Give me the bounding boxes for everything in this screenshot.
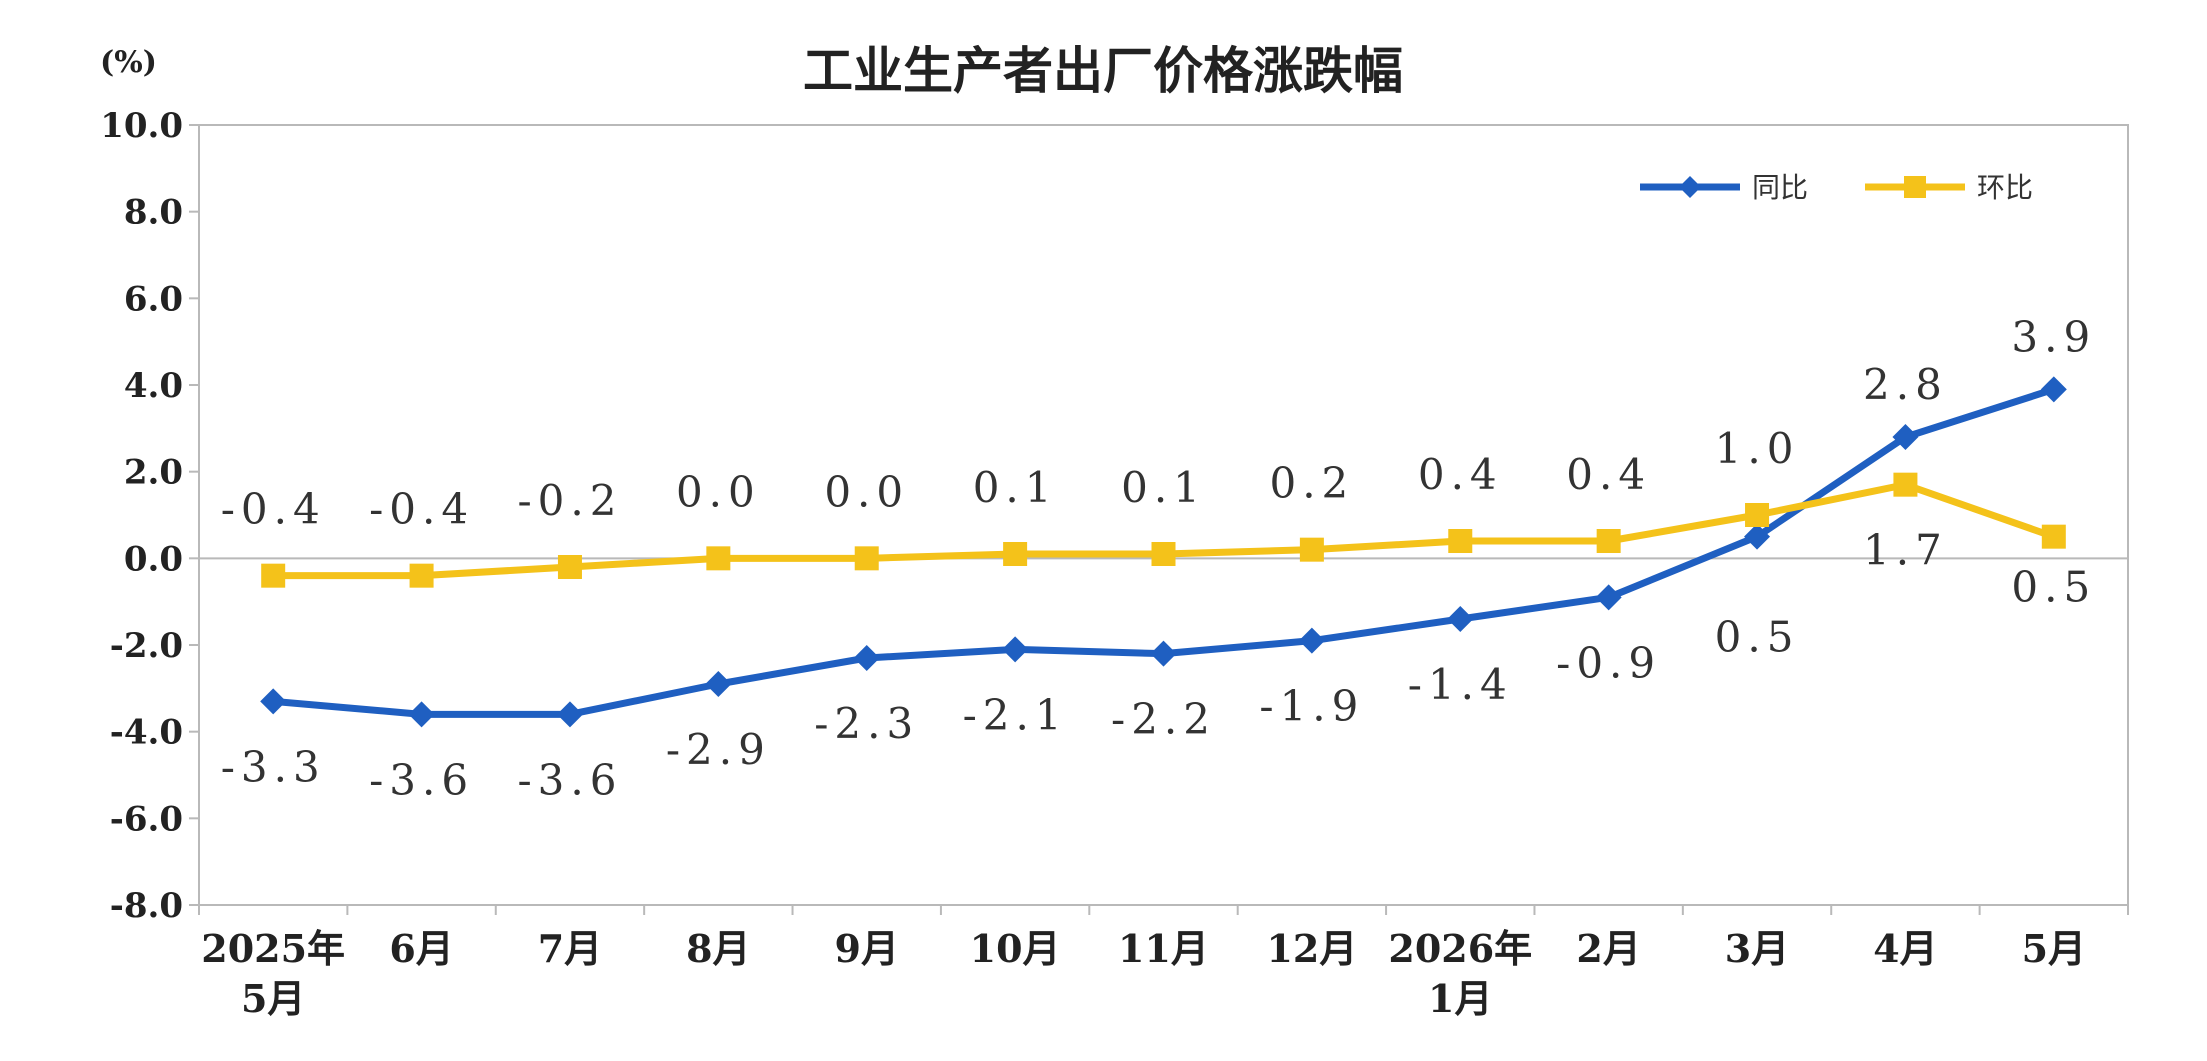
y-tick-label: 2.0 (124, 453, 183, 493)
chart-title: 工业生产者出厂价格涨跌幅 (803, 42, 1403, 100)
x-tick-label: 10月 (970, 926, 1061, 971)
yoy-data-label: -3.3 (221, 742, 326, 791)
yoy-data-label: -1.9 (1259, 682, 1364, 731)
mom-data-label: 0.5 (2011, 563, 2096, 612)
yoy-data-label: -1.4 (1408, 660, 1513, 709)
legend: 同比 环比 (1640, 171, 2033, 204)
yoy-data-label: -3.6 (517, 755, 622, 804)
yoy-data-label: -3.6 (369, 755, 474, 804)
mom-point (1893, 472, 1918, 497)
yoy-data-label: 0.5 (1715, 613, 1800, 662)
legend-square-icon (1904, 176, 1926, 198)
y-axis-unit-label: (%) (100, 45, 157, 80)
mom-point (1299, 537, 1324, 562)
y-tick-label: 0.0 (124, 539, 183, 579)
yoy-data-label: 3.9 (2011, 312, 2096, 361)
yoy-point (1744, 523, 1771, 550)
mom-point (2041, 524, 2066, 549)
y-tick-label: -8.0 (110, 886, 183, 926)
mom-data-label: 0.0 (676, 467, 761, 516)
yoy-point (1595, 584, 1622, 611)
yoy-point (408, 701, 435, 728)
x-tick-label: 7月 (538, 926, 602, 971)
yoy-point (1002, 636, 1029, 663)
mom-point (1003, 542, 1028, 566)
legend-diamond-icon (1679, 176, 1701, 198)
mom-point (1596, 529, 1621, 553)
mom-point (261, 563, 286, 588)
x-tick-label: 2025年 (201, 926, 345, 971)
y-tick-label: 6.0 (124, 279, 183, 319)
yoy-data-label: -2.1 (963, 690, 1068, 739)
x-tick-label: 8月 (686, 926, 750, 971)
x-tick-label: 2026年 (1388, 926, 1532, 971)
legend-label-yoy: 同比 (1752, 171, 1808, 204)
mom-point (1151, 542, 1176, 566)
yoy-point (705, 671, 732, 697)
mom-point (409, 563, 434, 588)
x-tick-label: 6月 (389, 926, 453, 971)
y-axis-ticks: 10.0 8.0 6.0 4.0 2.0 0.0 -2.0 -4.0 -6.0 -8.0 (100, 106, 199, 926)
y-tick-label: -4.0 (110, 713, 183, 753)
yoy-point (556, 701, 583, 728)
mom-data-label: 1.7 (1863, 526, 1948, 575)
mom-data-label: 0.1 (973, 463, 1058, 512)
yoy-point (1447, 606, 1474, 632)
mom-data-label: 1.0 (1715, 424, 1800, 473)
yoy-data-label: -0.9 (1556, 638, 1661, 687)
x-tick-label: 2月 (1576, 926, 1640, 971)
y-tick-label: -6.0 (110, 799, 183, 839)
mom-data-label: -0.4 (221, 485, 326, 534)
x-tick-label: 5月 (2022, 926, 2086, 971)
legend-label-mom: 环比 (1977, 171, 2033, 204)
x-tick-label: 12月 (1266, 926, 1357, 971)
yoy-data-label: -2.3 (814, 699, 919, 748)
mom-point (1448, 529, 1473, 553)
mom-data-label: 0.1 (1121, 463, 1206, 512)
yoy-data-label: -2.2 (1111, 695, 1216, 744)
mom-point (854, 546, 879, 571)
mom-data-label: -0.4 (369, 485, 474, 534)
mom-data-label: 0.2 (1269, 459, 1354, 508)
x-tick-label: 1月 (1428, 976, 1492, 1021)
yoy-point (1150, 640, 1177, 667)
yoy-data-label: 2.8 (1863, 360, 1948, 409)
y-tick-label: 10.0 (100, 106, 183, 146)
x-tick-label: 5月 (241, 976, 305, 1021)
y-tick-label: 8.0 (124, 193, 183, 233)
mom-point (557, 555, 582, 579)
yoy-point (2040, 376, 2067, 403)
x-axis-ticks: 2025年 5月 6月 7月 8月 9月 10月 11月 12月 2026年 1月 2月 3月 4月 5月 (198, 905, 2129, 1021)
x-tick-label: 11月 (1118, 926, 1209, 971)
x-tick-label: 3月 (1725, 926, 1789, 971)
y-tick-label: 4.0 (124, 366, 183, 406)
mom-point (706, 546, 731, 571)
x-tick-label: 9月 (835, 926, 899, 971)
yoy-data-label: -2.9 (666, 725, 771, 774)
yoy-point (1298, 627, 1325, 654)
x-tick-label: 4月 (1873, 926, 1937, 971)
yoy-point (260, 688, 287, 715)
series-layer (260, 376, 2067, 728)
data-labels: -3.3 -3.6 -3.6 -2.9 -2.3 -2.1 -2.2 -1.9 -1.4 -0.9… (221, 312, 2096, 804)
mom-point (1745, 503, 1770, 527)
mom-data-label: 0.4 (1418, 450, 1503, 499)
mom-data-label: 0.0 (824, 467, 909, 516)
plot-area (198, 124, 2129, 906)
mom-data-label: 0.4 (1566, 450, 1651, 499)
mom-data-label: -0.2 (517, 476, 622, 525)
y-tick-label: -2.0 (110, 626, 183, 666)
yoy-point (1892, 424, 1919, 450)
yoy-point (853, 645, 880, 671)
